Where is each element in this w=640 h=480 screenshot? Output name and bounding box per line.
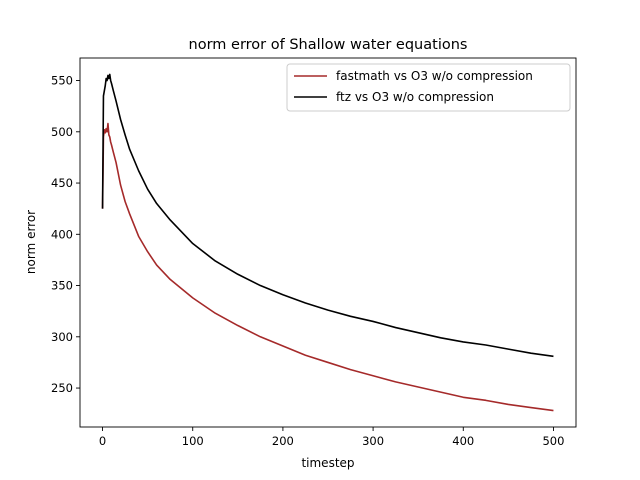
x-tick-label: 500 — [542, 434, 564, 448]
x-tick-label: 300 — [362, 434, 384, 448]
legend-label: ftz vs O3 w/o compression — [336, 90, 494, 104]
series-layer — [101, 73, 554, 412]
y-tick-label: 500 — [51, 125, 73, 139]
y-axis-label: norm error — [24, 210, 38, 274]
x-tick-label: 100 — [182, 434, 204, 448]
x-axis: 0 100 200 300 400 500 — [99, 427, 564, 448]
x-axis-label: timestep — [301, 456, 354, 470]
y-tick-label: 550 — [51, 74, 73, 88]
x-tick-label: 0 — [99, 434, 106, 448]
series-line-2 — [101, 73, 554, 358]
x-tick-label: 200 — [272, 434, 294, 448]
x-tick-label: 400 — [452, 434, 474, 448]
y-tick-label: 300 — [51, 330, 73, 344]
series-line-1 — [101, 122, 554, 412]
y-tick-label: 350 — [51, 279, 73, 293]
y-tick-label: 450 — [51, 176, 73, 190]
legend: fastmath vs O3 w/o compression ftz vs O3 … — [286, 63, 571, 112]
plot-frame — [79, 57, 577, 428]
y-tick-label: 250 — [51, 381, 73, 395]
y-tick-label: 400 — [51, 227, 73, 241]
legend-label: fastmath vs O3 w/o compression — [336, 69, 533, 83]
legend-box — [286, 63, 571, 112]
chart-title: norm error of Shallow water equations — [189, 37, 468, 53]
y-axis: 250 300 350 400 450 500 550 — [51, 74, 80, 395]
